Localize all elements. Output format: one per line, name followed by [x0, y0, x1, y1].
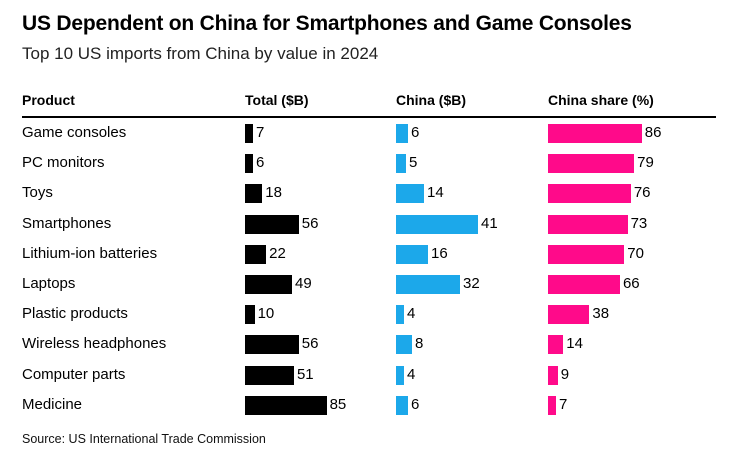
share-value-label: 7	[559, 395, 568, 413]
total-value-label: 10	[257, 305, 275, 323]
table-row: Lithium-ion batteries 22 16 70	[0, 243, 730, 273]
total-value-label: 6	[256, 154, 265, 172]
share-value-label: 79	[637, 154, 654, 172]
china-bar	[396, 184, 424, 204]
header-total: Total ($B)	[245, 92, 309, 108]
china-value-label: 6	[411, 124, 420, 141]
table-row: Smartphones 56 41 73	[0, 213, 730, 243]
table-row: Medicine 85 6 7	[0, 394, 730, 424]
total-bar	[245, 184, 263, 204]
china-value-label: 32	[463, 275, 480, 292]
china-value-label: 8	[415, 335, 424, 353]
share-bar	[548, 124, 642, 143]
total-value-label: 18	[265, 184, 282, 202]
share-bar	[548, 365, 558, 385]
share-bar	[548, 244, 625, 264]
product-label: Lithium-ion batteries	[22, 244, 158, 262]
header-rule	[22, 116, 716, 118]
total-value-label: 51	[296, 365, 314, 383]
china-value-label: 5	[409, 154, 418, 172]
product-label: Medicine	[22, 395, 83, 413]
total-value-label: 56	[301, 335, 319, 353]
product-label: Computer parts	[22, 365, 126, 383]
share-value-label: 66	[622, 275, 640, 292]
header-share: China share (%)	[548, 92, 654, 108]
china-value-label: 41	[481, 214, 498, 232]
product-label: Wireless headphones	[22, 335, 167, 353]
product-label: Smartphones	[22, 214, 112, 232]
total-bar	[245, 244, 267, 264]
table-row: Wireless headphones 56 8 14	[0, 333, 730, 363]
share-value-label: 73	[630, 214, 648, 232]
total-bar	[245, 365, 294, 385]
share-value-label: 76	[633, 184, 651, 202]
share-bar	[548, 335, 564, 355]
share-value-label: 9	[560, 365, 570, 383]
china-value-label: 6	[411, 395, 420, 413]
chart-subtitle: Top 10 US imports from China by value in…	[22, 44, 379, 63]
total-value-label: 85	[329, 395, 347, 413]
china-bar	[396, 335, 412, 355]
total-bar	[245, 275, 293, 294]
table-row: Computer parts 51 4 9	[0, 364, 730, 394]
share-bar	[548, 184, 631, 204]
product-label: Game consoles	[22, 124, 127, 141]
china-bar	[396, 275, 460, 294]
china-bar	[396, 395, 408, 415]
table-row: Toys 18 14 76	[0, 182, 730, 212]
total-bar	[245, 395, 327, 415]
product-label: Laptops	[22, 275, 76, 292]
table-row: Plastic products 10 4 38	[0, 303, 730, 333]
header-china: China ($B)	[396, 92, 466, 108]
china-bar	[396, 154, 406, 174]
product-label: Plastic products	[22, 305, 128, 323]
share-bar	[548, 154, 635, 174]
table-row: Laptops 49 32 66	[0, 273, 730, 303]
china-bar	[396, 244, 428, 264]
product-label: Toys	[22, 184, 53, 202]
total-bar	[245, 305, 255, 325]
product-label: PC monitors	[22, 154, 105, 172]
total-bar	[245, 124, 253, 143]
china-bar	[396, 124, 408, 143]
share-bar	[548, 275, 620, 294]
share-value-label: 70	[627, 244, 644, 262]
china-bar	[396, 305, 404, 325]
china-value-label: 4	[407, 365, 416, 383]
china-value-label: 4	[407, 305, 416, 323]
total-value-label: 49	[295, 275, 312, 292]
china-bar	[396, 214, 478, 234]
header-product: Product	[22, 92, 75, 108]
share-bar	[548, 395, 556, 415]
total-value-label: 7	[256, 124, 265, 141]
chart-title: US Dependent on China for Smartphones an…	[22, 12, 632, 35]
china-value-label: 14	[427, 184, 444, 202]
total-bar	[245, 154, 253, 174]
total-bar	[245, 214, 299, 234]
total-bar	[245, 335, 299, 355]
share-bar	[548, 214, 628, 234]
total-value-label: 56	[301, 214, 319, 232]
china-bar	[396, 365, 404, 385]
share-value-label: 38	[592, 305, 610, 323]
share-value-label: 86	[644, 124, 662, 141]
china-value-label: 16	[431, 244, 448, 262]
table-row: PC monitors 6 5 79	[0, 152, 730, 182]
share-value-label: 14	[566, 335, 583, 353]
source-note: Source: US International Trade Commissio…	[22, 432, 266, 446]
table-row: Game consoles 7 6 86	[0, 122, 730, 152]
total-value-label: 22	[269, 244, 286, 262]
share-bar	[548, 305, 590, 325]
